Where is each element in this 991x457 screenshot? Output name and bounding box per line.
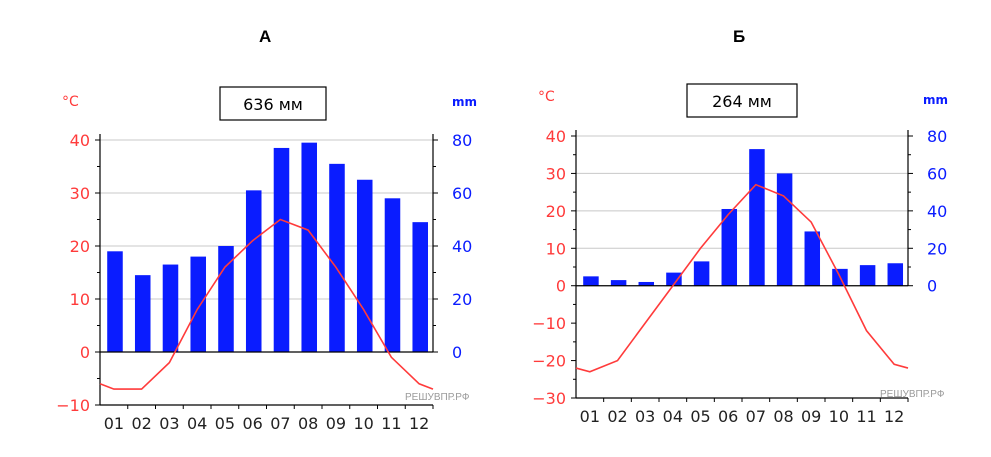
chart-a-x-tick-label: 10 [353,414,373,433]
chart-a-left-tick-label: 0 [80,343,90,362]
chart-a-x-tick-label: 08 [298,414,318,433]
chart-b-annotation-text: 264 мм [712,92,772,111]
chart-b-x-tick-label: 10 [829,407,849,426]
chart-b-precip-bar [887,263,904,286]
chart-a-left-tick-label: 20 [70,237,90,256]
chart-a-x-tick-label: 03 [159,414,179,433]
chart-a-right-tick-label: 80 [452,131,472,150]
chart-b-left-tick-label: 20 [546,202,566,221]
chart-a-annotation-box [219,86,327,121]
chart-a-x-tick-label: 04 [187,414,207,433]
chart-a-x-tick-label: 09 [326,414,346,433]
chart-b-right-tick-label: 60 [927,164,947,183]
chart-b-left-tick-label: −30 [532,389,566,408]
chart-a-precip-bar [245,190,262,352]
chart-b-left-tick-label: −10 [532,314,566,333]
chart-b-left-tick-label: 40 [546,127,566,146]
chart-a-left-tick-label: 40 [70,131,90,150]
chart-a-precip-bar [273,147,290,352]
chart-a-left-tick-label: −10 [56,396,90,415]
chart-b-right-tick-label: 20 [927,239,947,258]
chart-a-precip-bar [190,256,207,352]
chart-a-left-unit-label: °C [62,94,79,110]
chart-b-precip-bar [693,261,710,286]
chart-a-x-tick-label: 01 [104,414,124,433]
chart-b-left-unit-label: °C [538,89,555,105]
chart-b-left-tick-label: −20 [532,352,566,371]
chart-b-left-tick-label: 30 [546,164,566,183]
chart-a-right-tick-label: 40 [452,237,472,256]
chart-a-x-tick-label: 12 [409,414,429,433]
chart-b-right-tick-label: 0 [927,277,937,296]
chart-b-precip-bar [583,276,599,286]
chart-a-precip-bar [107,251,123,352]
chart-a-precip-bar [301,142,318,352]
chart-a-precip-bar [412,222,429,352]
chart-b-x-tick-label: 04 [663,407,683,426]
chart-b-left-tick-label: 0 [556,277,566,296]
chart-b-x-tick-label: 09 [801,407,821,426]
chart-a-x-tick-label: 11 [381,414,401,433]
chart-b-right-unit-label: mm [923,93,948,107]
chart-b-x-tick-label: 02 [607,407,627,426]
chart-a-x-tick-label: 06 [242,414,262,433]
chart-b-watermark: РЕШУВПР.РФ [880,389,945,400]
chart-b-x-tick-label: 05 [690,407,710,426]
chart-a-right-tick-label: 60 [452,184,472,203]
chart-b-precip-bar [721,208,738,286]
chart-b-x-tick-label: 11 [856,407,876,426]
chart-a-precip-bar [134,275,151,352]
panel-b-title: Б [733,27,746,46]
chart-b-x-tick-label: 01 [580,407,600,426]
chart-a-x-tick-label: 02 [131,414,151,433]
chart-b-precip-bar [610,280,627,286]
chart-b-precip-bar [666,272,682,286]
chart-b-right-tick-label: 80 [927,127,947,146]
chart-a-watermark: РЕШУВПР.РФ [405,392,470,403]
chart-b-precip-bar [749,149,765,286]
chart-a-precip-bar [329,163,345,352]
chart-b-precip-bar [638,281,655,286]
chart-b-right-tick-label: 40 [927,202,947,221]
chart-a-right-tick-label: 20 [452,290,472,309]
chart-a-x-tick-label: 07 [270,414,290,433]
chart-a-x-tick-label: 05 [215,414,235,433]
chart-b-annotation-box [686,83,798,118]
chart-a-precip-bar [162,264,179,352]
chart-a-left-tick-label: 30 [70,184,90,203]
chart-b-precip-bar [804,231,821,286]
chart-b-x-tick-label: 12 [884,407,904,426]
chart-b-x-tick-label: 06 [718,407,738,426]
chart-a-annotation-text: 636 мм [243,95,303,114]
chart-b-left-tick-label: 10 [546,239,566,258]
chart-b-temperature-line [575,183,909,373]
panel-a-title: А [259,27,272,46]
chart-b-precip-bar [859,265,876,286]
chart-b-precip-bar [776,173,793,286]
chart-a-left-tick-label: 10 [70,290,90,309]
chart-b-x-tick-label: 07 [746,407,766,426]
chart-b-x-tick-label: 08 [773,407,793,426]
chart-b-x-tick-label: 03 [635,407,655,426]
chart-a-precip-bar [384,198,401,352]
chart-a-right-tick-label: 0 [452,343,462,362]
chart-a-right-unit-label: mm [452,95,477,109]
chart-a-temperature-line [99,218,434,390]
chart-a-precip-bar [356,179,373,352]
